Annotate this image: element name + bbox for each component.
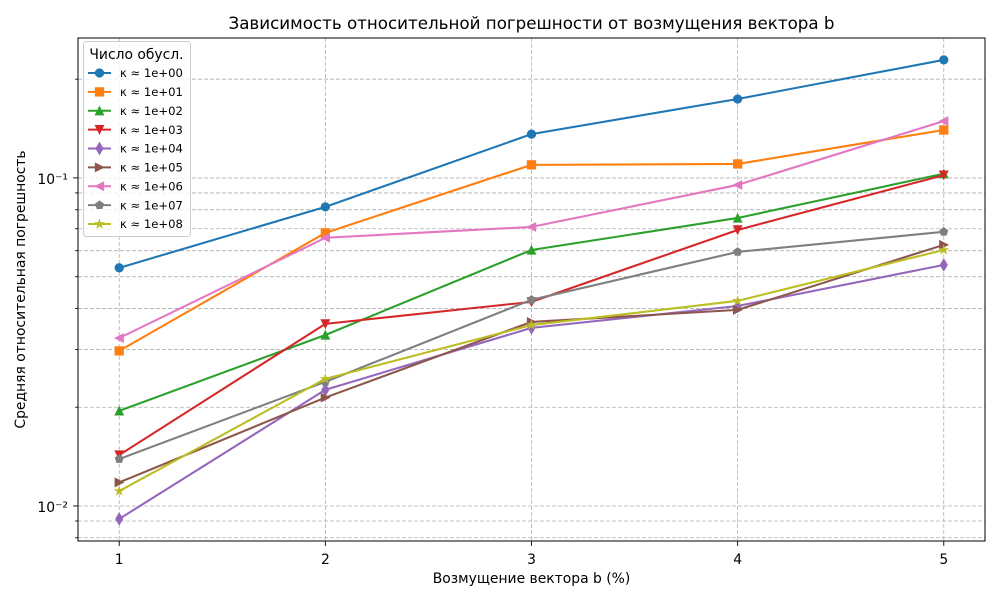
- plot-area: [78, 38, 985, 541]
- x-tick-label: 1: [115, 552, 124, 568]
- y-tick-label: 10⁻²: [37, 500, 68, 516]
- data-point: [938, 244, 950, 255]
- x-axis-label: Возмущение вектора b (%): [433, 571, 631, 587]
- legend-marker: [94, 124, 105, 135]
- data-point: [319, 373, 331, 384]
- legend-marker: [94, 68, 105, 78]
- data-point: [526, 129, 537, 139]
- legend-marker: [94, 200, 105, 209]
- series-group: [114, 55, 949, 273]
- data-point: [526, 244, 537, 255]
- y-axis-label: Средняя относительная погрешность: [13, 150, 29, 428]
- legend-marker: [95, 141, 104, 156]
- data-point: [526, 221, 537, 232]
- legend-label: κ ≈ 1e+05: [120, 161, 183, 175]
- legend-entry: κ ≈ 1e+02: [88, 104, 183, 118]
- legend-entry: κ ≈ 1e+04: [88, 141, 183, 156]
- legend-label: κ ≈ 1e+02: [120, 104, 183, 118]
- data-point: [113, 485, 125, 496]
- legend-entry: κ ≈ 1e+05: [88, 161, 183, 175]
- legend-entry: κ ≈ 1e+01: [88, 85, 183, 99]
- data-point: [320, 202, 331, 212]
- data-point: [320, 319, 331, 330]
- legend-entry: κ ≈ 1e+07: [88, 198, 183, 212]
- x-tick-label: 4: [733, 552, 742, 568]
- legend-label: κ ≈ 1e+00: [120, 66, 183, 80]
- data-point: [732, 304, 743, 315]
- legend-label: κ ≈ 1e+07: [120, 198, 183, 212]
- legend-entries: κ ≈ 1e+00 κ ≈ 1e+01 κ ≈ 1e+02 κ ≈ 1e+03 κ ≈ …: [88, 66, 183, 231]
- data-point: [115, 512, 124, 526]
- data-point: [939, 55, 949, 65]
- x-tick-label: 5: [939, 552, 948, 568]
- ticks: 1 2 3 4 5 10⁻² 10⁻¹: [37, 78, 948, 568]
- data-point: [732, 225, 743, 236]
- legend-marker: [94, 181, 105, 192]
- legend-title: Число обусл.: [89, 47, 183, 63]
- data-point: [114, 477, 125, 488]
- data-point: [114, 263, 124, 273]
- data-point: [938, 170, 949, 181]
- data-point: [320, 232, 331, 243]
- legend-label: κ ≈ 1e+06: [120, 179, 183, 193]
- series-layer: [113, 55, 950, 526]
- x-tick-label: 2: [321, 552, 330, 568]
- data-point: [114, 454, 124, 463]
- series-group: [113, 116, 949, 343]
- data-point: [732, 159, 743, 169]
- data-point: [939, 258, 948, 272]
- data-point: [939, 227, 949, 236]
- data-point: [113, 333, 124, 343]
- data-point: [732, 94, 743, 104]
- data-point: [733, 247, 743, 256]
- data-point: [526, 295, 537, 304]
- chart-title: Зависимость относительной погрешности от…: [229, 13, 835, 33]
- data-point: [732, 179, 743, 190]
- legend-label: κ ≈ 1e+04: [120, 142, 183, 156]
- data-point: [526, 319, 537, 330]
- data-point: [938, 116, 949, 127]
- legend-entry: κ ≈ 1e+00: [88, 66, 183, 80]
- legend-marker: [94, 105, 105, 116]
- legend-entry: κ ≈ 1e+08: [88, 217, 183, 231]
- legend-entry: κ ≈ 1e+03: [88, 123, 183, 137]
- data-point: [320, 392, 331, 403]
- legend-marker: [94, 162, 105, 173]
- data-point: [526, 160, 537, 170]
- series-group: [113, 244, 950, 496]
- legend-marker: [94, 87, 105, 97]
- legend-label: κ ≈ 1e+03: [120, 123, 183, 137]
- y-tick-label: 10⁻¹: [37, 172, 68, 188]
- legend-label: κ ≈ 1e+08: [120, 217, 183, 231]
- data-point: [320, 329, 331, 340]
- data-point: [732, 212, 743, 223]
- legend-marker: [94, 218, 105, 229]
- data-point: [939, 125, 949, 135]
- legend-label: κ ≈ 1e+01: [120, 85, 183, 99]
- legend-box: [83, 41, 191, 237]
- legend: Число обусл. κ ≈ 1e+00 κ ≈ 1e+01 κ ≈ 1e+02…: [83, 41, 191, 237]
- data-point: [732, 295, 744, 306]
- data-point: [114, 405, 125, 416]
- legend-entry: κ ≈ 1e+06: [88, 179, 183, 193]
- data-point: [114, 346, 124, 356]
- x-tick-label: 3: [527, 552, 536, 568]
